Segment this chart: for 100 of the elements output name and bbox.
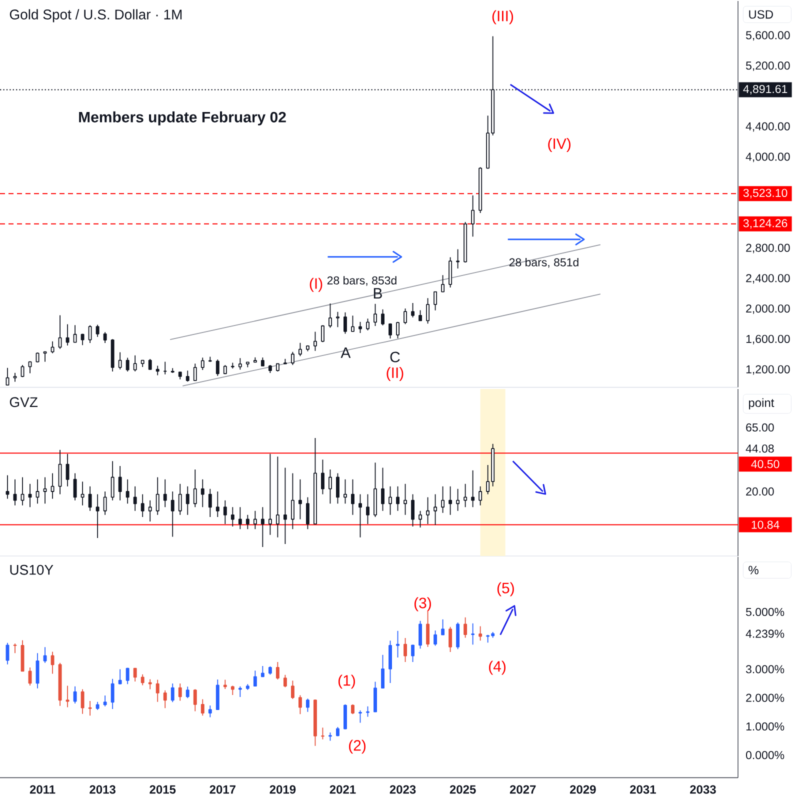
candlestick — [208, 356, 212, 362]
candlestick — [43, 476, 47, 504]
candlestick — [186, 486, 190, 516]
point — [575, 233, 585, 246]
candlestick — [276, 363, 280, 372]
candlestick — [388, 640, 392, 684]
x-tick-label: 2027 — [510, 785, 536, 794]
y-tick-label: 5,200.00 — [746, 62, 790, 72]
y-tick-label: 2.000% — [746, 694, 784, 702]
y-tick-label: 3.000% — [746, 665, 784, 674]
candlestick — [223, 364, 227, 375]
candlestick — [434, 290, 438, 311]
candlestick — [216, 679, 220, 710]
annotation: A — [340, 348, 351, 358]
candlestick — [6, 474, 10, 500]
candlestick — [66, 685, 70, 708]
candlestick — [148, 358, 152, 370]
candlestick — [118, 352, 122, 370]
candlestick — [36, 478, 40, 504]
candlestick — [246, 514, 250, 530]
candlestick — [140, 360, 144, 368]
candlestick — [223, 679, 227, 690]
candlestick — [478, 626, 482, 642]
candlestick — [478, 166, 482, 214]
candlestick — [260, 506, 264, 548]
candlestick — [253, 510, 257, 530]
annotation: 28 bars, 851d — [509, 258, 578, 268]
candlestick — [351, 704, 354, 715]
candlestick — [13, 642, 17, 654]
candlestick — [238, 506, 242, 530]
candlestick — [344, 704, 347, 730]
annotation: (5) — [497, 582, 514, 596]
text: Members update February 02 — [79, 111, 286, 126]
candlestick — [276, 456, 280, 538]
candlestick — [441, 274, 445, 292]
candlestick — [178, 483, 182, 516]
candlestick — [186, 370, 190, 382]
candlestick — [200, 698, 204, 716]
candlestick — [178, 372, 182, 380]
candlestick — [404, 308, 408, 325]
point — [392, 250, 402, 263]
y-tick-label: 2,400.00 — [746, 274, 790, 284]
candlestick — [471, 470, 475, 508]
candlestick — [88, 324, 92, 344]
candlestick — [133, 668, 137, 682]
candlestick — [118, 668, 122, 685]
candlestick — [320, 459, 324, 495]
candlestick — [88, 486, 92, 512]
candlestick — [50, 651, 54, 674]
candlestick — [126, 357, 130, 372]
candlestick — [253, 670, 257, 687]
y-axis-title: USD — [749, 10, 773, 19]
candlestick — [486, 115, 490, 170]
candlestick — [344, 312, 347, 334]
y-tick-label: 0.000% — [746, 751, 784, 760]
annotation: (2) — [349, 740, 366, 754]
candlestick — [464, 222, 468, 263]
candlestick — [170, 491, 174, 538]
candlestick — [306, 496, 310, 530]
candlestick — [133, 354, 137, 372]
candlestick — [80, 481, 84, 506]
candlestick — [110, 338, 114, 372]
candlestick — [148, 500, 152, 522]
candlestick — [418, 310, 422, 322]
y-axis-title: point — [748, 398, 774, 410]
candlestick — [411, 644, 415, 662]
x-tick-label: 2033 — [690, 785, 716, 794]
y-tick-label: 4.239% — [746, 630, 784, 638]
candlestick — [456, 248, 460, 269]
candlestick — [73, 686, 77, 704]
candlestick — [28, 483, 32, 508]
candlestick — [88, 700, 92, 716]
candlestick — [170, 368, 174, 374]
candlestick — [58, 449, 62, 495]
candlestick — [193, 469, 197, 508]
chart-title: US10Y — [10, 564, 54, 575]
candlestick — [208, 705, 212, 718]
annotation: (III) — [492, 10, 514, 24]
candlestick — [96, 324, 100, 338]
candlestick — [13, 372, 17, 382]
candlestick — [313, 438, 317, 524]
candlestick — [426, 610, 430, 648]
candlestick — [230, 685, 234, 696]
candlestick — [163, 690, 167, 709]
candlestick — [456, 488, 460, 512]
candlestick — [58, 662, 62, 706]
y-tick-label: 2,000.00 — [746, 304, 790, 314]
candlestick — [80, 333, 84, 346]
candlestick — [103, 491, 107, 516]
candlestick — [396, 321, 400, 339]
candlestick — [58, 314, 62, 350]
candlestick — [336, 726, 340, 737]
candlestick — [283, 467, 287, 545]
candlestick — [156, 365, 160, 376]
candlestick — [426, 298, 430, 324]
candlestick — [336, 472, 340, 504]
candlestick — [456, 622, 460, 650]
y-tick-label: 1,600.00 — [746, 334, 790, 344]
candlestick — [464, 616, 468, 638]
candlestick — [73, 472, 77, 501]
